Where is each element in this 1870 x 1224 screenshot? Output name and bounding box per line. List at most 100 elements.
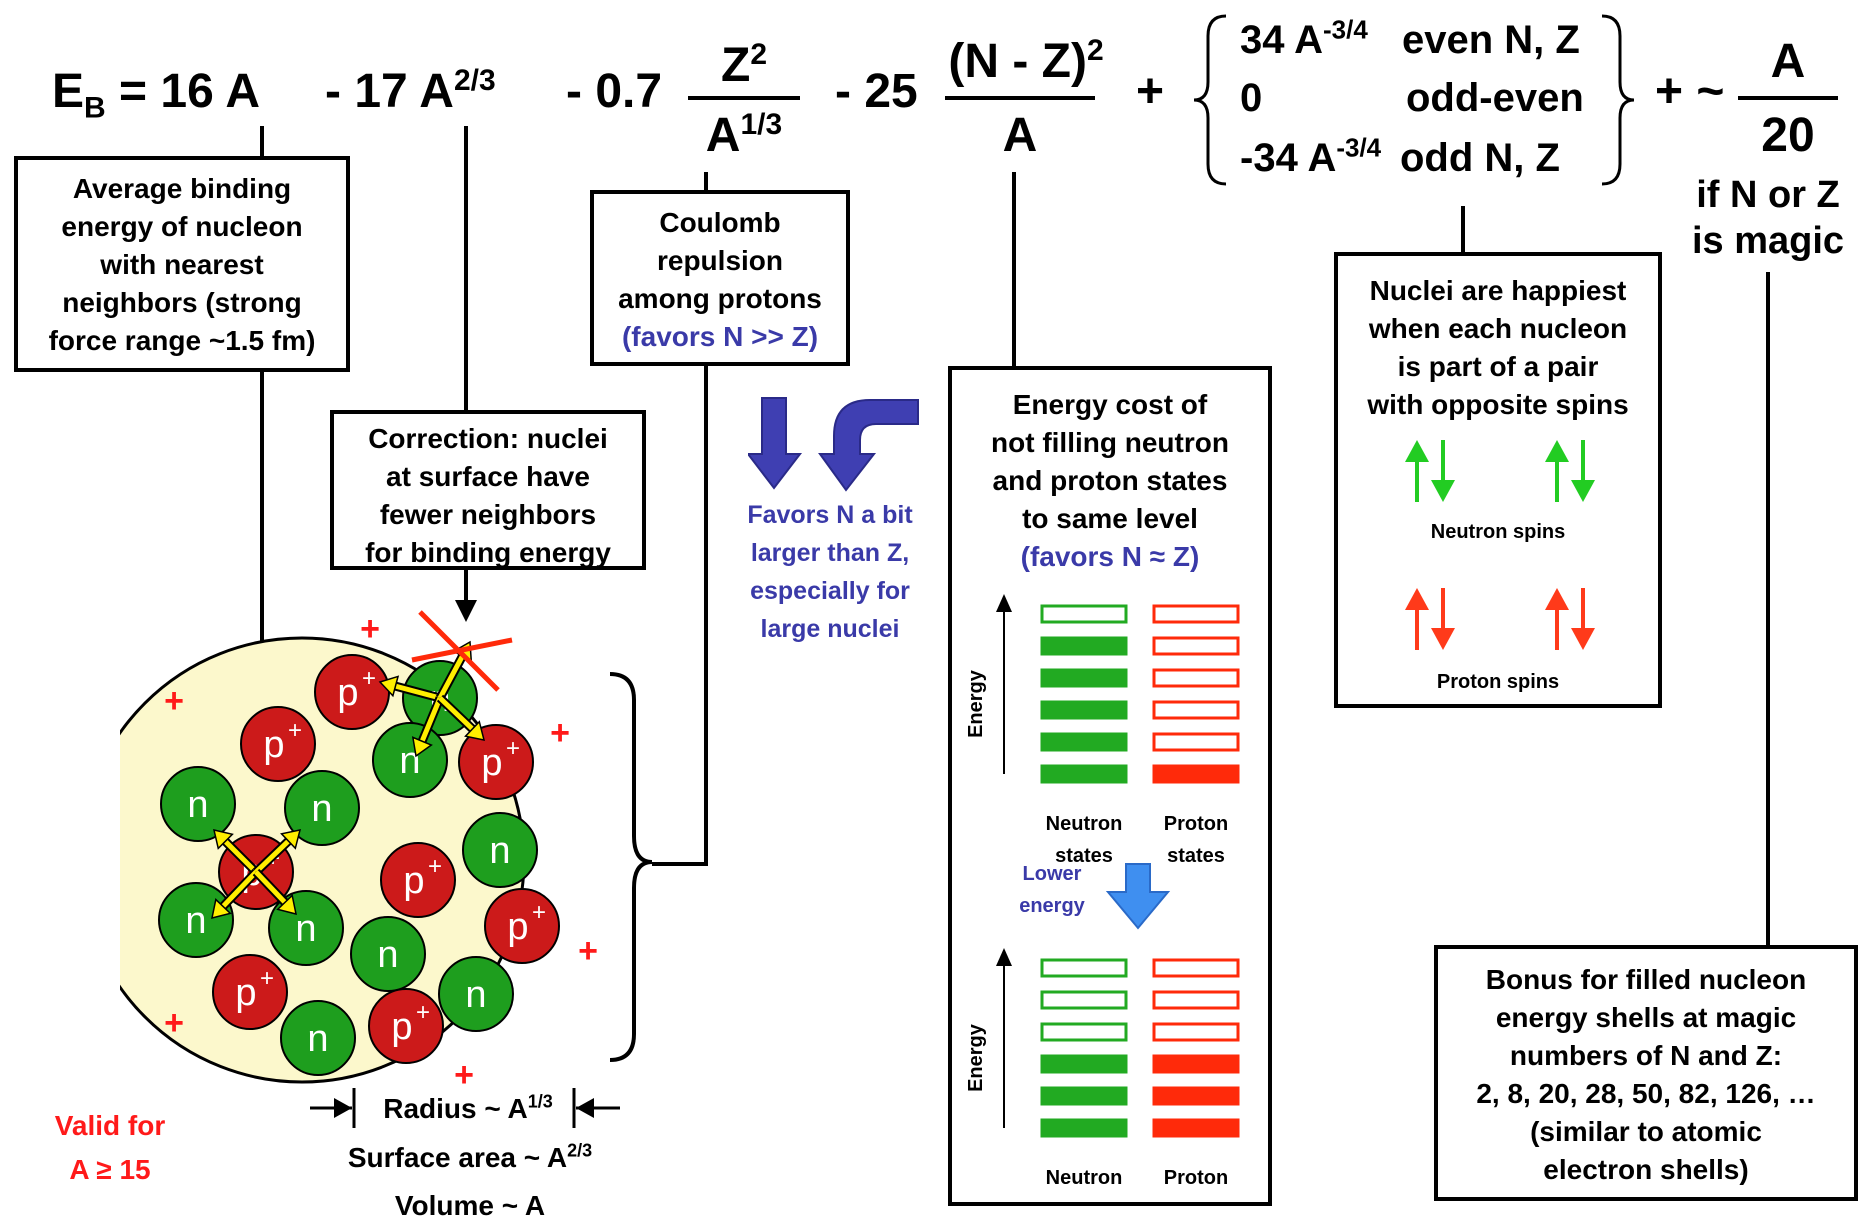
proton-label: p <box>507 906 528 948</box>
proton-particle <box>484 888 560 964</box>
lower-energy-label-1: Lower <box>1023 863 1082 885</box>
neutron-spins-label: Neutron spins <box>1430 521 1566 543</box>
coulomb-side-note-2: larger than Z, <box>750 539 910 567</box>
pairing-row2-value: 0 <box>1240 76 1263 120</box>
magic-line-3: numbers of N and Z: <box>1509 1040 1783 1071</box>
magic-line-1: Bonus for filled nucleon <box>1485 964 1807 995</box>
bottom-neutron-state <box>1040 958 1128 978</box>
proton-charge: + <box>260 965 274 992</box>
neutron-particle <box>438 956 514 1032</box>
eq-binding-energy: EB = 16 A <box>52 65 260 125</box>
proton-spins-label: Proton spins <box>1436 671 1560 693</box>
coulomb-side-note-1: Favors N a bit <box>747 501 913 529</box>
neutron-particle <box>284 770 360 846</box>
pairing-row1-value: 34 A-3/4 <box>1240 14 1368 62</box>
validity-line-2: A ≥ 15 <box>69 1154 151 1185</box>
lower-energy-label-2: energy <box>1019 895 1085 917</box>
neutron-label: n <box>185 900 206 942</box>
eq-coulomb-denominator: A1/3 <box>705 108 783 162</box>
top-proton-state <box>1152 700 1240 720</box>
top-neutron-states-2: states <box>1055 845 1113 867</box>
top-neutron-state <box>1040 732 1128 752</box>
coulomb-side-note-3: especially for <box>750 577 910 605</box>
volume-line-4: neighbors (strong <box>62 287 302 318</box>
neutron-particle <box>158 882 234 958</box>
coulomb-line-3: among protons <box>618 283 822 314</box>
bottom-neutron-state <box>1040 1118 1128 1138</box>
magic-term-box: Bonus for filled nucleon energy shells a… <box>1434 945 1858 1201</box>
bottom-neutron-state <box>1040 1054 1128 1074</box>
proton-particle <box>240 706 316 782</box>
pairing-line-2: when each nucleon <box>1368 313 1628 344</box>
magic-line-5: (similar to atomic <box>1530 1116 1762 1147</box>
top-neutron-state <box>1040 636 1128 656</box>
neutron-label: n <box>489 830 510 872</box>
eq-coulomb-numerator: Z2 <box>720 38 767 92</box>
radius-dimension-arrows <box>310 1088 620 1128</box>
lower-energy-arrow-icon <box>1105 863 1171 930</box>
magic-condition-line2: is magic <box>1691 220 1845 262</box>
neutron-particle <box>350 916 426 992</box>
curved-arrow-icon <box>818 399 919 492</box>
pairing-line-3: is part of a pair <box>1397 351 1599 382</box>
asym-line-1: Energy cost of <box>1012 389 1208 420</box>
pairing-row2-condition: odd-even <box>1406 76 1584 120</box>
volume-scaling: Volume ~ A <box>394 1190 546 1221</box>
bottom-proton-state <box>1152 1118 1240 1138</box>
energy-levels-diagram: Energy Neutron states Proton states Energy Neu… <box>965 594 1240 1206</box>
neutron-label: n <box>307 1018 328 1060</box>
asym-note: (favors N ≈ Z) <box>1020 541 1200 572</box>
spin-pairs-diagram <box>1405 440 1595 650</box>
pairing-left-brace <box>1193 14 1227 186</box>
surface-line-1: Correction: nuclei <box>368 423 608 454</box>
top-proton-states-1: Proton <box>1164 813 1228 835</box>
magic-condition-line1: if N or Z <box>1696 174 1840 216</box>
surface-charge-plus: + <box>454 1056 474 1090</box>
neutron-label: n <box>377 934 398 976</box>
surface-line-3: fewer neighbors <box>379 499 597 530</box>
proton-charge: + <box>506 735 520 762</box>
pairing-row3-condition: odd N, Z <box>1400 136 1560 180</box>
surface-charge-plus: + <box>164 1004 184 1042</box>
top-neutron-state <box>1040 700 1128 720</box>
pairing-line-1: Nuclei are happiest <box>1369 275 1627 306</box>
proton-particle <box>368 988 444 1064</box>
top-proton-state <box>1152 604 1240 624</box>
top-neutron-states-1: Neutron <box>1046 813 1123 835</box>
bottom-proton-state <box>1152 958 1240 978</box>
bottom-proton-state <box>1152 990 1240 1010</box>
top-neutron-state <box>1040 668 1128 688</box>
top-proton-states-2: states <box>1167 845 1225 867</box>
eq-asym-coef: - 25 <box>835 65 918 118</box>
neutron-label: n <box>187 784 208 826</box>
eq-asym-numerator: (N - Z)2 <box>948 34 1104 88</box>
proton-label: p <box>235 972 256 1014</box>
eq-plus-approx: + ~ <box>1655 65 1725 118</box>
coulomb-side-note-4: large nuclei <box>760 615 900 643</box>
neutron-particle <box>160 766 236 842</box>
volume-line-5: force range ~1.5 fm) <box>48 325 316 356</box>
proton-charge: + <box>416 999 430 1026</box>
coulomb-arrows <box>748 397 919 492</box>
asym-line-2: not filling neutron <box>991 427 1229 458</box>
magic-line-4: 2, 8, 20, 28, 50, 82, 126, … <box>1476 1078 1816 1109</box>
bottom-neutron-states-1: Neutron <box>1046 1167 1123 1189</box>
eq-magic-denominator: 20 <box>1761 109 1815 162</box>
bottom-neutron-state <box>1040 990 1128 1010</box>
volume-line-2: energy of nucleon <box>61 211 303 242</box>
surface-term-box: Correction: nuclei at surface have fewer… <box>330 410 646 570</box>
surface-line-2: at surface have <box>386 461 590 492</box>
eq-coulomb-coef: - 0.7 <box>566 65 663 118</box>
proton-particle <box>380 842 456 918</box>
proton-label: p <box>481 742 502 784</box>
neutron-particle <box>372 722 448 798</box>
bottom-energy-label: Energy <box>965 1023 987 1092</box>
top-proton-state <box>1152 668 1240 688</box>
surface-line-4: for binding energy <box>365 537 611 568</box>
eq-magic-fraction-line <box>1738 96 1838 100</box>
surface-charge-plus: + <box>550 714 570 752</box>
top-energy-label: Energy <box>965 669 987 738</box>
coulomb-connector <box>652 366 708 866</box>
proton-label: p <box>391 1006 412 1048</box>
